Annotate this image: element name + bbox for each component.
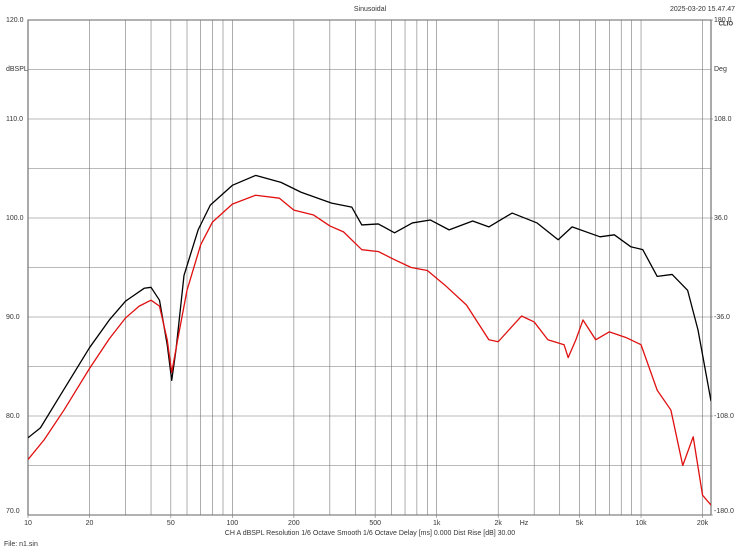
x-tick-label: 500 bbox=[369, 520, 381, 527]
timestamp: 2025-03-20 15.47.47 bbox=[670, 6, 735, 13]
y2-tick-label: -180.0 bbox=[714, 508, 734, 515]
y-axis-label: dBSPL bbox=[6, 66, 28, 73]
brand: CLIO bbox=[719, 22, 734, 28]
y2-tick-label: -36.0 bbox=[714, 314, 730, 321]
y2-tick-label: 180.0 bbox=[714, 17, 732, 24]
y2-axis-label: Deg bbox=[714, 66, 727, 73]
x-tick-label: 10 bbox=[24, 520, 32, 527]
x-tick-label: 200 bbox=[288, 520, 300, 527]
y-tick-label: 70.0 bbox=[6, 508, 20, 515]
x-tick-label: 2k bbox=[494, 520, 502, 527]
response-line bbox=[28, 194, 711, 506]
x-tick-label: 5k bbox=[576, 520, 584, 527]
y-tick-label: 100.0 bbox=[6, 215, 24, 222]
chart-title: Sinusoidal bbox=[354, 6, 387, 13]
x-tick-label: 1k bbox=[433, 520, 441, 527]
x-tick-label: 50 bbox=[167, 520, 175, 527]
response-line bbox=[28, 174, 711, 439]
file-name: File: n1.sin bbox=[4, 541, 38, 548]
x-tick-label: 20k bbox=[697, 520, 709, 527]
y-tick-label: 90.0 bbox=[6, 314, 20, 321]
x-tick-label: 20 bbox=[86, 520, 94, 527]
y2-tick-label: 108.0 bbox=[714, 116, 732, 123]
x-tick-label: 10k bbox=[635, 520, 647, 527]
footer: CH A dBSPL Resolution 1/6 Octave Smooth … bbox=[225, 530, 515, 537]
y-tick-label: 120.0 bbox=[6, 17, 24, 24]
x-axis-label: Hz bbox=[520, 520, 529, 527]
x-tick-label: 100 bbox=[226, 520, 238, 527]
y2-tick-label: -108.0 bbox=[714, 413, 734, 420]
y-tick-label: 80.0 bbox=[6, 413, 20, 420]
y2-tick-label: 36.0 bbox=[714, 215, 728, 222]
y-tick-label: 110.0 bbox=[6, 116, 23, 123]
